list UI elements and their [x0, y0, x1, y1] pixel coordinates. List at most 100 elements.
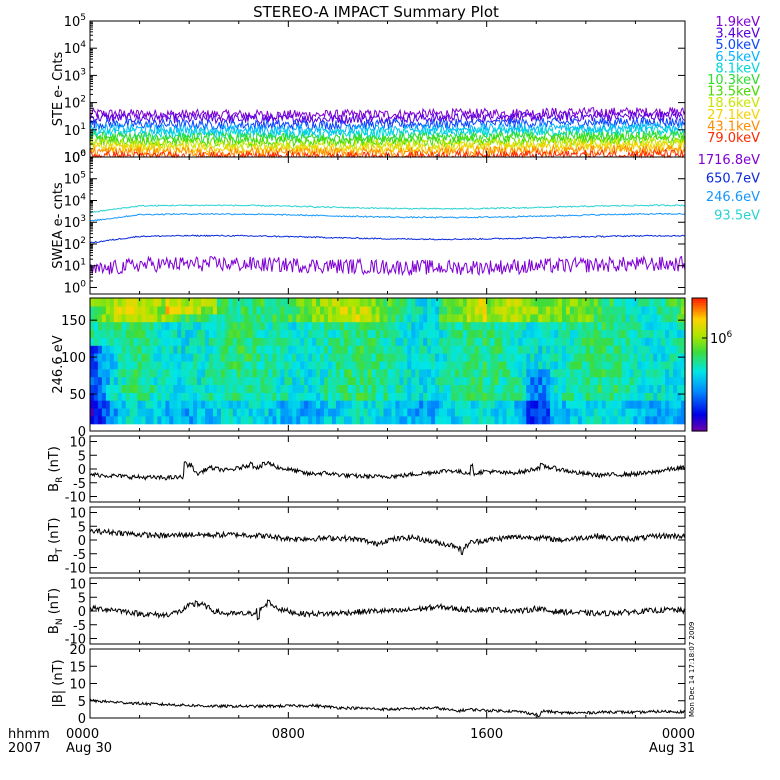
pad-heatmap-cell: [244, 305, 250, 315]
pad-heatmap-cell: [443, 305, 448, 315]
pad-heatmap-cell: [581, 321, 587, 331]
pad-heatmap-cell: [256, 345, 262, 354]
pad-heatmap-cell: [312, 407, 317, 417]
pad-heatmap-cell: [665, 376, 670, 385]
pad-heatmap-cell: [478, 353, 484, 362]
pad-heatmap-cell: [673, 298, 678, 307]
plot-timestamp: Mon Dec 14 17:18:07 2009: [688, 622, 696, 717]
pad-heatmap-cell: [665, 400, 670, 409]
pad-heatmap-cell: [470, 298, 476, 307]
pad-heatmap-cell: [288, 345, 293, 354]
pad-heatmap-cell: [300, 368, 305, 378]
pad-heatmap-cell: [300, 305, 305, 315]
pad-colorbar-step: [692, 311, 707, 315]
pad-heatmap-cell: [681, 298, 686, 307]
pad-heatmap-cell: [347, 305, 353, 315]
pad-heatmap-cell: [165, 305, 170, 315]
pad-heatmap-cell: [205, 305, 210, 315]
pad-heatmap-cell: [451, 353, 456, 362]
pad-heatmap-cell: [260, 400, 266, 409]
pad-heatmap-cell: [403, 415, 408, 425]
pad-heatmap-cell: [324, 298, 329, 307]
pad-heatmap-cell: [399, 384, 404, 393]
pad-heatmap-cell: [335, 321, 341, 331]
pad-heatmap-cell: [581, 400, 587, 409]
pad-heatmap-cell: [558, 384, 563, 393]
pad-heatmap-cell: [383, 353, 389, 362]
pad-heatmap-cell: [300, 415, 305, 425]
pad-heatmap-cell: [518, 337, 523, 346]
pad-heatmap-cell: [562, 329, 567, 338]
pad-heatmap-cell: [375, 384, 381, 393]
pad-heatmap-cell: [609, 400, 615, 409]
pad-heatmap-cell: [308, 368, 313, 378]
pad-heatmap-cell: [554, 329, 559, 338]
pad-heatmap-cell: [613, 376, 619, 385]
pad-heatmap-cell: [435, 360, 440, 370]
pad-heatmap-cell: [248, 400, 254, 409]
pad-colorbar-step: [692, 368, 707, 372]
pad-heatmap-cell: [387, 313, 393, 323]
pad-heatmap-cell: [157, 415, 162, 425]
pad-heatmap-cell: [665, 407, 670, 417]
pad-heatmap-cell: [621, 305, 627, 315]
pad-heatmap-cell: [506, 337, 512, 346]
pad-heatmap-cell: [113, 384, 119, 393]
pad-heatmap-cell: [550, 368, 555, 378]
pad-heatmap-cell: [454, 313, 460, 323]
pad-heatmap-cell: [339, 384, 345, 393]
pad-heatmap-cell: [197, 305, 202, 315]
pad-heatmap-cell: [641, 321, 646, 331]
pad-heatmap-cell: [589, 400, 595, 409]
x-axis-row1-label: hhmm: [8, 727, 50, 742]
pad-heatmap-cell: [514, 329, 519, 338]
pad-heatmap-cell: [276, 305, 281, 315]
pad-heatmap-cell: [597, 407, 603, 417]
pad-heatmap-cell: [292, 368, 297, 378]
pad-heatmap-cell: [363, 337, 369, 346]
pad-heatmap-cell: [224, 313, 230, 323]
swea-ytick-label: 100: [64, 279, 87, 296]
pad-heatmap-cell: [328, 384, 333, 393]
pad-heatmap-cell: [657, 360, 662, 370]
pad-heatmap-cell: [197, 337, 202, 346]
pad-heatmap-cell: [486, 368, 492, 378]
pad-heatmap-cell: [530, 298, 535, 307]
pad-heatmap-cell: [197, 345, 202, 354]
pad-heatmap-cell: [213, 329, 218, 338]
pad-heatmap-cell: [90, 415, 95, 425]
pad-heatmap-cell: [470, 384, 476, 393]
pad-heatmap-cell: [462, 384, 468, 393]
pad-heatmap-cell: [451, 329, 456, 338]
pad-heatmap-cell: [280, 305, 285, 315]
pad-heatmap-cell: [482, 384, 488, 393]
br-ytick-label: -5: [73, 477, 86, 492]
pad-heatmap-cell: [518, 313, 523, 323]
pad-heatmap-cell: [97, 368, 103, 378]
pad-heatmap-cell: [645, 329, 650, 338]
pad-heatmap-cell: [518, 353, 523, 362]
pad-heatmap-cell: [236, 384, 242, 393]
pad-heatmap-cell: [193, 376, 198, 385]
pad-heatmap-cell: [399, 392, 404, 401]
pad-heatmap-cell: [272, 305, 278, 315]
pad-heatmap-cell: [371, 392, 377, 401]
pad-heatmap-cell: [399, 321, 404, 331]
pad-heatmap-cell: [272, 360, 278, 370]
pad-heatmap-cell: [395, 384, 400, 393]
pad-heatmap-cell: [637, 415, 642, 425]
pad-heatmap-cell: [169, 337, 174, 346]
pad-heatmap-cell: [566, 305, 571, 315]
pad-heatmap-cell: [585, 407, 591, 417]
pad-heatmap-cell: [510, 345, 516, 354]
pad-heatmap-cell: [343, 407, 349, 417]
pad-heatmap-cell: [90, 407, 95, 417]
pad-heatmap-cell: [462, 407, 468, 417]
pad-heatmap-cell: [554, 415, 559, 425]
pad-heatmap-cell: [335, 392, 341, 401]
pad-heatmap-cell: [300, 392, 305, 401]
pad-heatmap-cell: [458, 313, 464, 323]
pad-heatmap-cell: [534, 313, 539, 323]
pad-heatmap-cell: [260, 376, 266, 385]
pad-heatmap-cell: [597, 337, 603, 346]
